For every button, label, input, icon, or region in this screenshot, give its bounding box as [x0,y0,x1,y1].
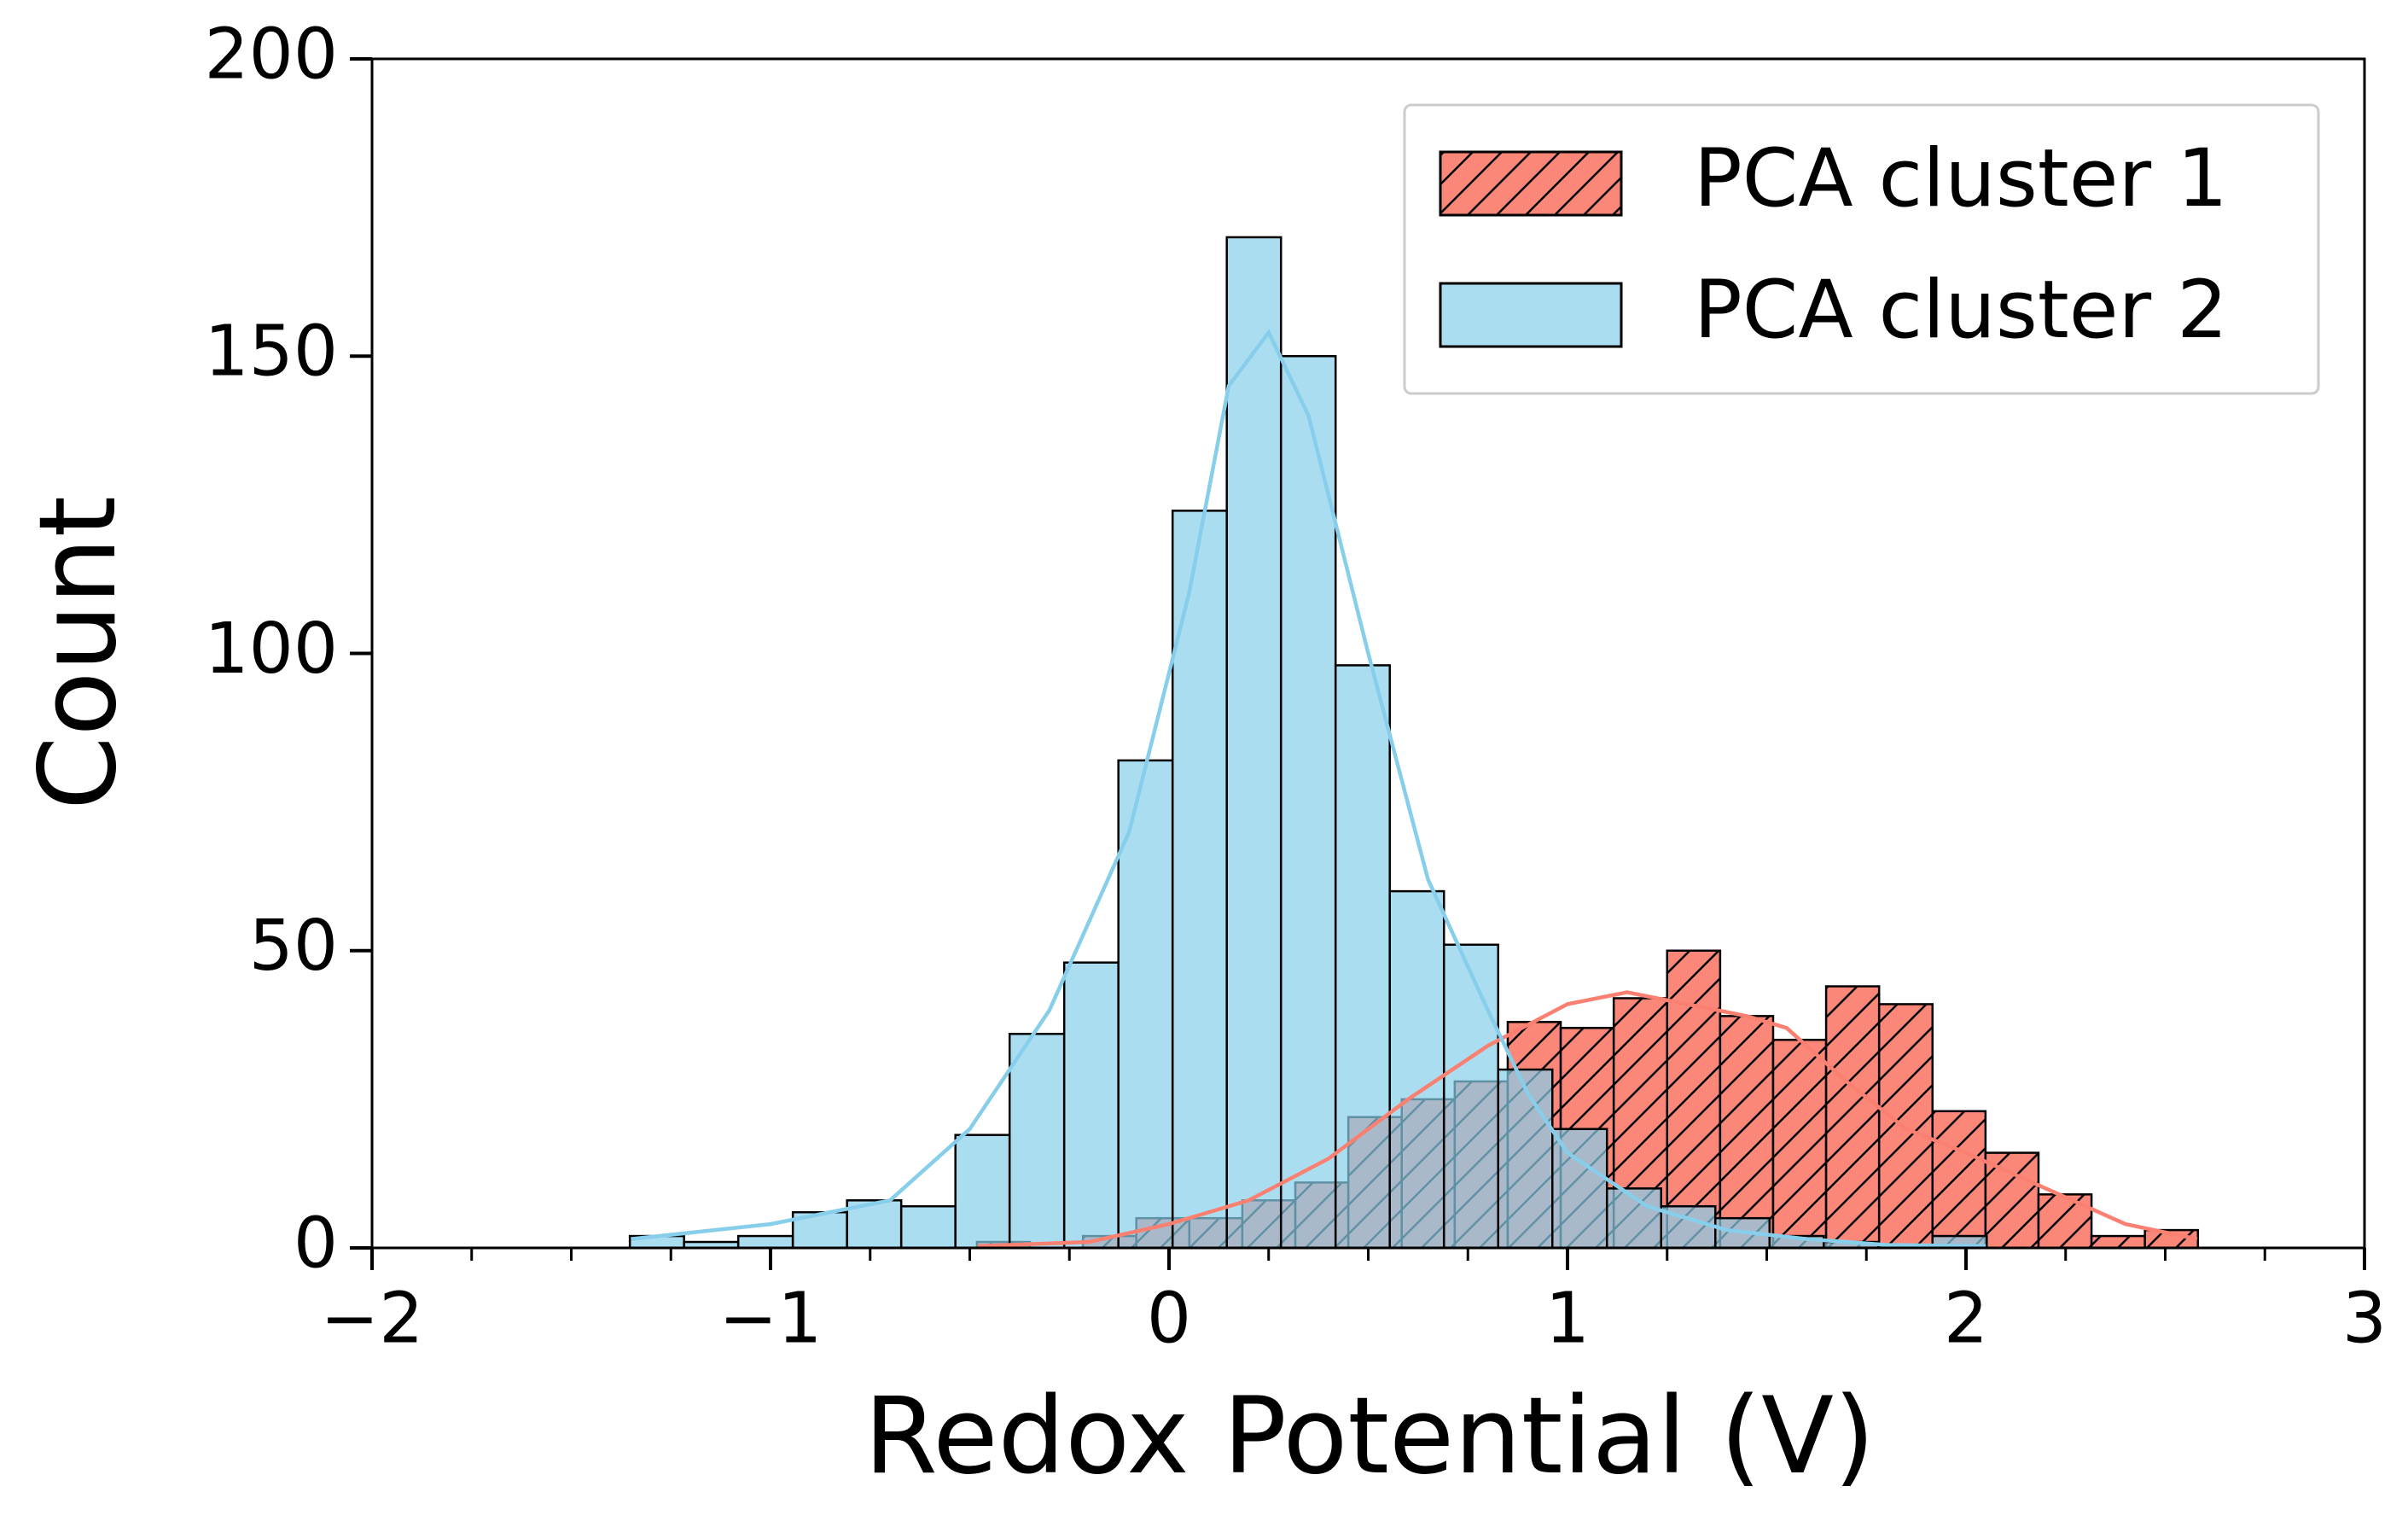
x-axis-label: Redox Potential (V) [864,1375,1876,1498]
kde-line [631,329,1986,1249]
y-tick-label: 100 [204,609,338,690]
histogram-bar [1442,943,1499,1250]
histogram-bar [1551,1128,1608,1250]
x-tick-label: 3 [2342,1278,2387,1359]
x-tick-label: −2 [321,1278,424,1359]
legend-swatch [1439,282,1623,348]
y-tick-label: 50 [249,906,338,987]
y-tick-label: 150 [204,312,338,393]
histogram-bar [2037,1193,2093,1250]
x-tick-label: 0 [1147,1278,1191,1359]
y-tick-label: 200 [204,14,338,95]
histogram-bar [954,1134,1011,1250]
x-tick-label: −1 [719,1278,823,1359]
histogram-bar [1334,664,1391,1250]
x-tick-label: 1 [1545,1278,1590,1359]
legend-label: PCA cluster 2 [1694,264,2228,357]
histogram-bar [1877,1003,1934,1250]
histogram-bar [1666,949,1722,1250]
histogram-bar [1931,1110,1987,1250]
histogram-bar [2090,1234,2146,1250]
y-tick-label: 0 [294,1203,338,1284]
histogram-bar [1497,1068,1554,1250]
histogram-bar [736,1234,794,1250]
histogram-bar [1719,1015,1775,1250]
histogram-bar [1279,355,1337,1250]
histogram-bar [1388,889,1445,1250]
legend-label: PCA cluster 1 [1694,132,2228,225]
histogram-bar [1771,1038,1828,1250]
histogram-bar [1171,510,1228,1250]
histogram-bar [899,1204,957,1250]
y-axis-label: Count [17,496,140,810]
legend-box [1403,103,2320,395]
x-tick-label: 2 [1944,1278,1988,1359]
legend-swatch [1439,150,1623,217]
histogram-bar [1008,1033,1066,1250]
histogram-bar [1225,236,1283,1250]
histogram-bar [1062,961,1120,1250]
kde-line [977,990,2198,1249]
histogram-bar [1824,985,1881,1250]
